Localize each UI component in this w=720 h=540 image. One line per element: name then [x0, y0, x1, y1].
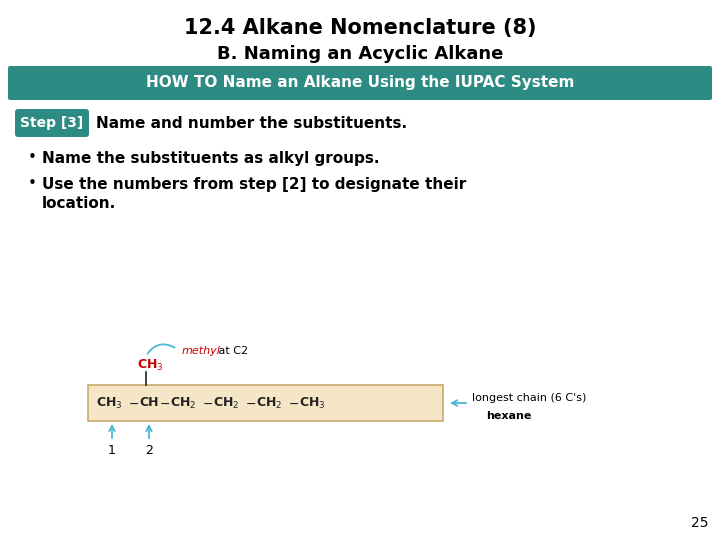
Text: 1: 1 — [108, 444, 116, 457]
Text: $-$: $-$ — [159, 396, 170, 409]
Text: Name the substituents as alkyl groups.: Name the substituents as alkyl groups. — [42, 151, 379, 165]
Text: CH$_2$: CH$_2$ — [213, 395, 239, 410]
FancyBboxPatch shape — [8, 66, 712, 100]
Text: CH$_2$: CH$_2$ — [256, 395, 282, 410]
Text: $-$: $-$ — [202, 396, 213, 409]
Text: CH$_3$: CH$_3$ — [299, 395, 325, 410]
Text: •: • — [28, 151, 37, 165]
Text: Step [3]: Step [3] — [20, 116, 84, 130]
Text: 12.4 Alkane Nomenclature (8): 12.4 Alkane Nomenclature (8) — [184, 18, 536, 38]
Text: CH$_2$: CH$_2$ — [170, 395, 197, 410]
Text: Name and number the substituents.: Name and number the substituents. — [96, 116, 407, 131]
Text: HOW TO Name an Alkane Using the IUPAC System: HOW TO Name an Alkane Using the IUPAC Sy… — [146, 76, 574, 91]
Text: B. Naming an Acyclic Alkane: B. Naming an Acyclic Alkane — [217, 45, 503, 63]
Text: CH$_3$: CH$_3$ — [137, 357, 163, 373]
FancyBboxPatch shape — [88, 385, 443, 421]
FancyBboxPatch shape — [15, 109, 89, 137]
Text: CH$_3$: CH$_3$ — [96, 395, 122, 410]
Text: $-$: $-$ — [288, 396, 299, 409]
Text: at C2: at C2 — [215, 346, 248, 356]
Text: Use the numbers from step [2] to designate their: Use the numbers from step [2] to designa… — [42, 177, 467, 192]
Text: •: • — [28, 177, 37, 192]
Text: 2: 2 — [145, 444, 153, 457]
Text: longest chain (6 C's): longest chain (6 C's) — [472, 393, 586, 403]
Text: CH: CH — [139, 396, 158, 409]
Text: $-$: $-$ — [245, 396, 256, 409]
Text: 25: 25 — [690, 516, 708, 530]
Text: location.: location. — [42, 197, 116, 212]
Text: hexane: hexane — [486, 411, 531, 421]
Text: $-$: $-$ — [128, 396, 139, 409]
Text: methyl: methyl — [182, 346, 221, 356]
